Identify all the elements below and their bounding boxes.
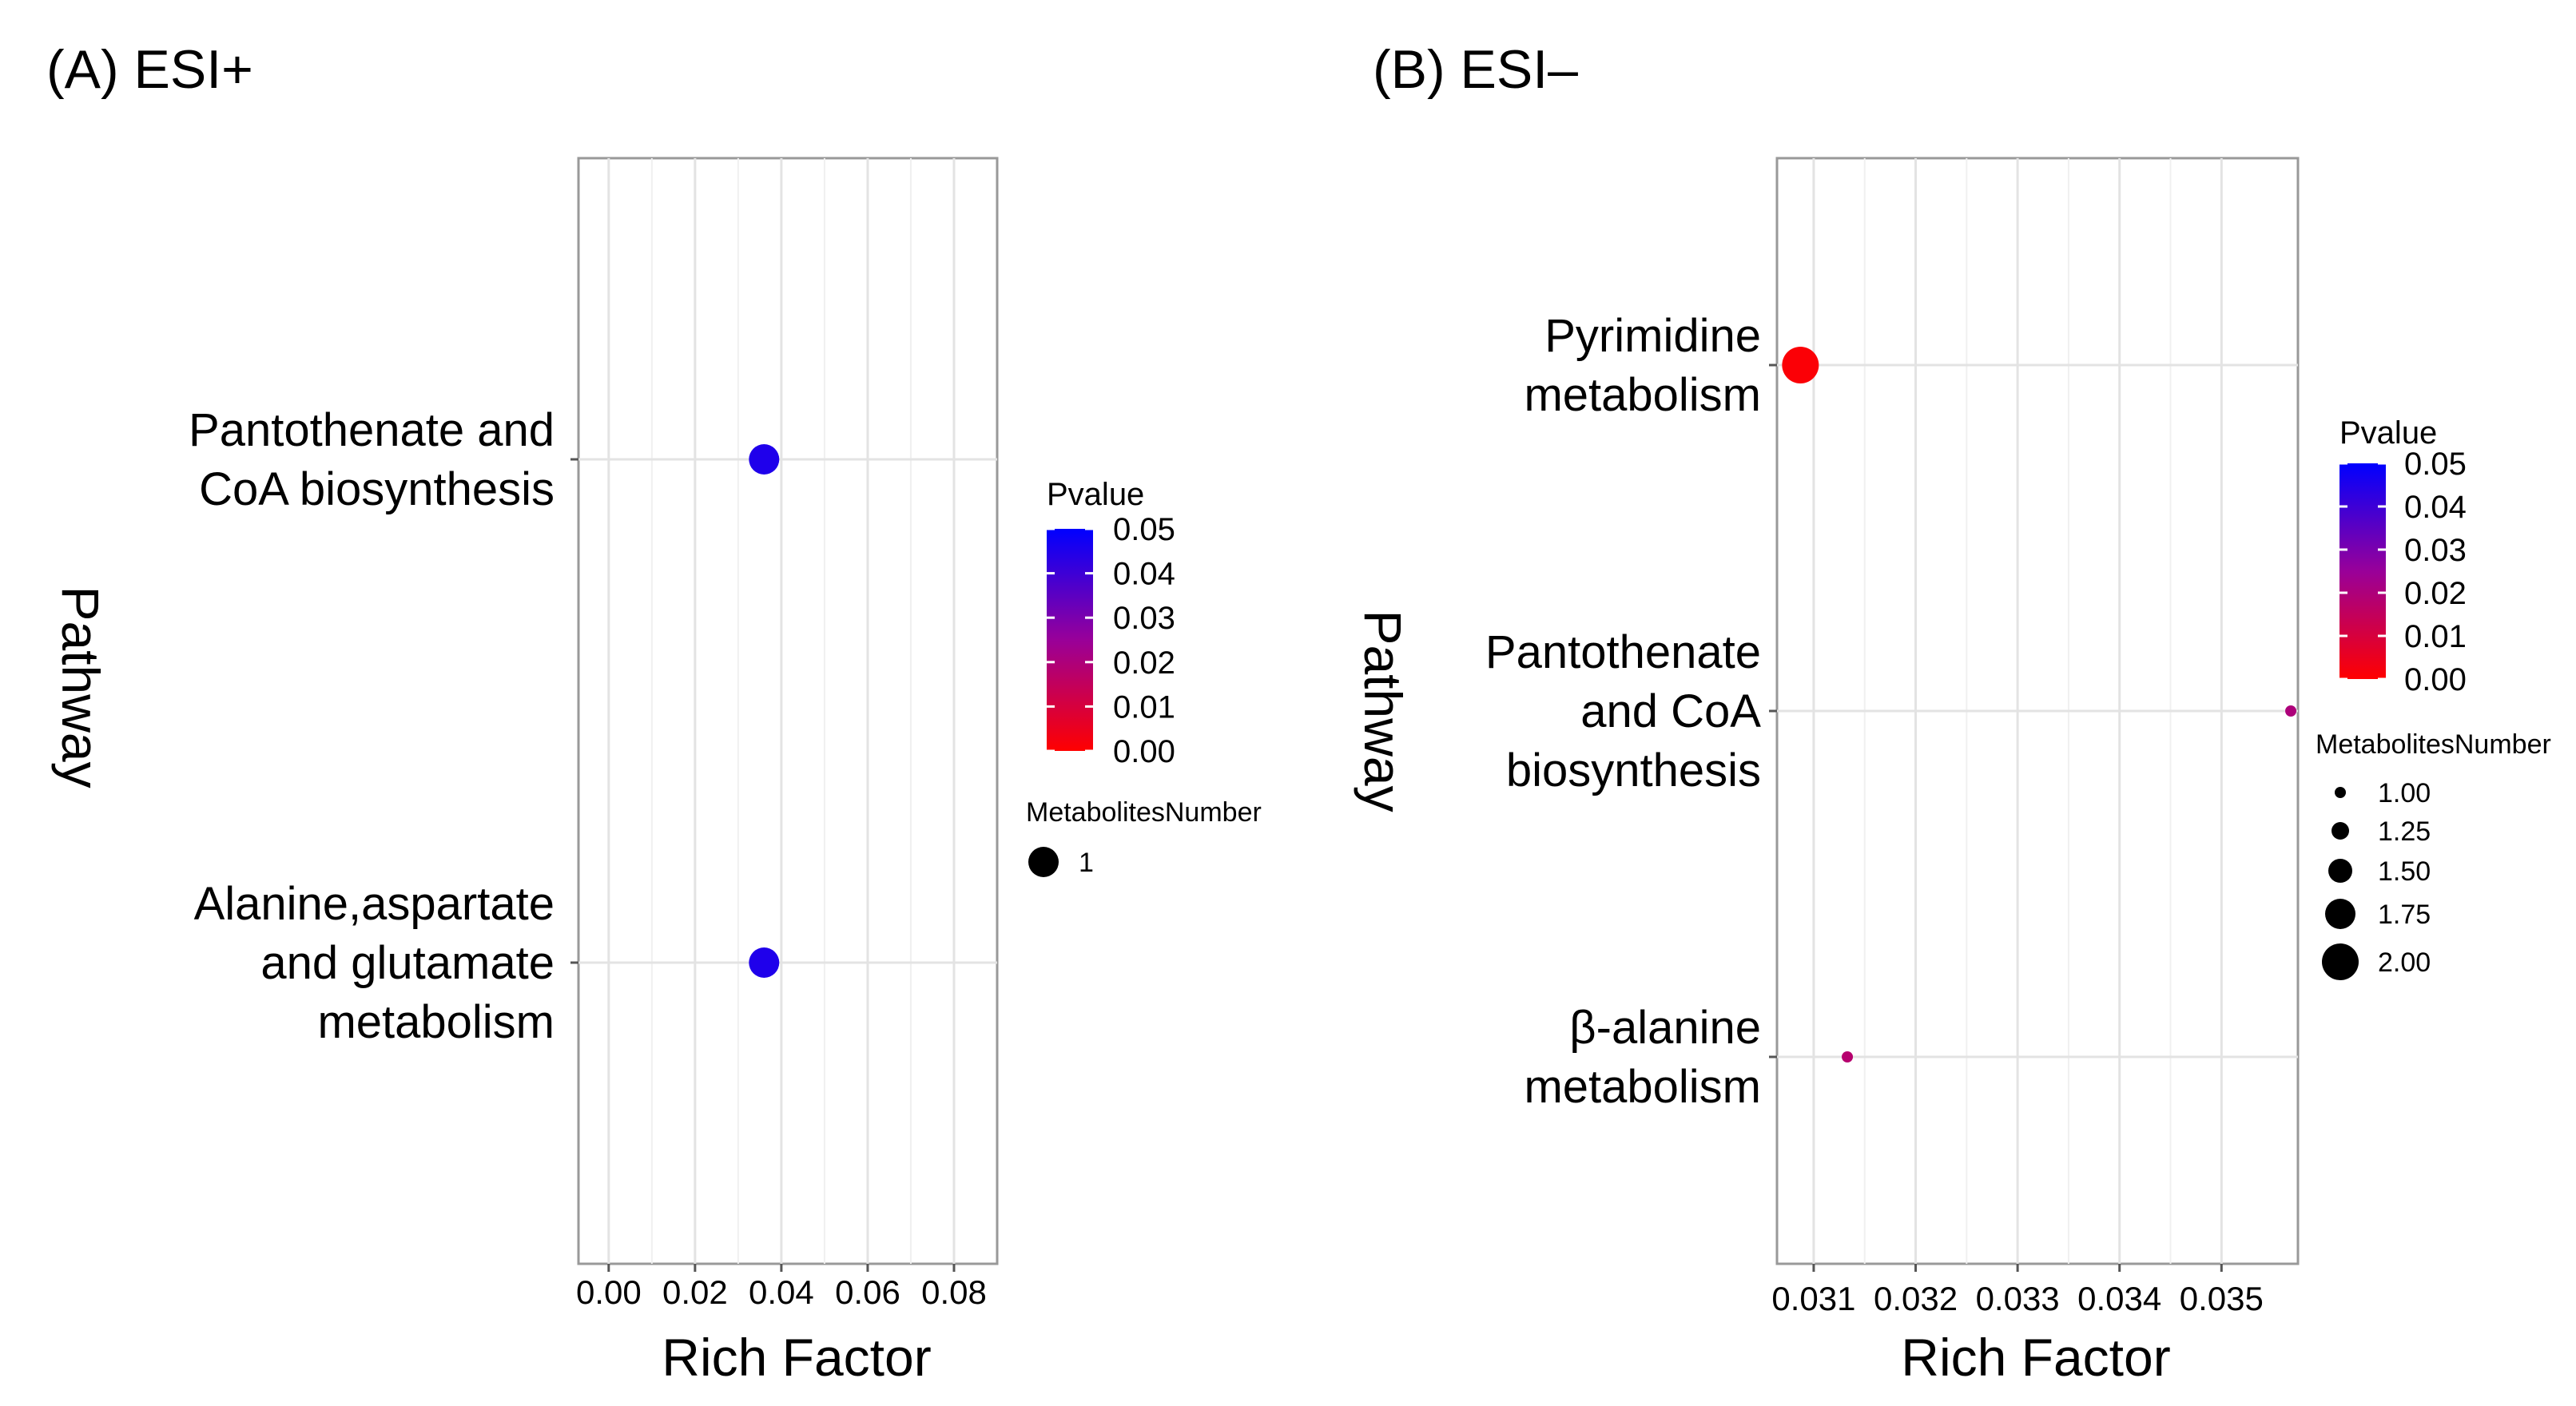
panel-b-pathway-label: metabolism: [1524, 1061, 1761, 1113]
panel-b-size-legend-label: 1.00: [2378, 778, 2431, 808]
panel-a-colorbar-tick-label: 0.01: [1113, 689, 1175, 725]
panel-b-size-legend-label: 1.75: [2378, 900, 2431, 930]
panel-b-size-legend-dot: [2328, 859, 2352, 883]
panel-b-x-tick-label: 0.033: [1976, 1280, 2060, 1317]
panel-b-size-legend-title: MetabolitesNumber: [2316, 729, 2551, 760]
panel-a-x-tick-label: 0.08: [921, 1273, 987, 1311]
panel-b-colorbar-tick-label: 0.02: [2404, 576, 2467, 611]
panel-b-size-legend-dot: [2322, 943, 2359, 980]
panel-b-data-point: [2285, 705, 2297, 717]
panel-a-pathway-label: metabolism: [317, 996, 555, 1048]
panel-a-pathway-label: Alanine,aspartate: [194, 878, 555, 930]
panel-a-data-point: [749, 444, 780, 475]
panel-b-label: (B) ESI–: [1373, 39, 1578, 100]
panel-a-pvalue-colorbar: [1047, 529, 1093, 751]
panel-b-data-point: [1842, 1051, 1854, 1062]
panel-a-pvalue-legend-title: Pvalue: [1047, 477, 1144, 512]
panel-b-size-legend-dot: [2332, 822, 2349, 840]
panel-b-pathway-label: metabolism: [1524, 369, 1761, 421]
panel-a-colorbar-tick-label: 0.03: [1113, 601, 1175, 636]
panel-b-size-legend-dot: [2335, 787, 2346, 798]
panel-b-colorbar-tick-label: 0.05: [2404, 447, 2467, 482]
panel-b-colorbar-tick-label: 0.03: [2404, 533, 2467, 568]
panel-a-y-axis-title: Pathway: [51, 586, 110, 788]
panel-a-colorbar-tick-label: 0.05: [1113, 512, 1175, 547]
panel-a-x-tick-label: 0.04: [749, 1273, 814, 1311]
panel-b-x-tick-label: 0.032: [1874, 1280, 1958, 1317]
panel-a-colorbar-tick-label: 0.04: [1113, 557, 1175, 592]
panel-a-colorbar-tick-label: 0.02: [1113, 645, 1175, 681]
panel-b-pathway-label: biosynthesis: [1506, 745, 1761, 796]
panel-b-x-tick-label: 0.035: [2180, 1280, 2264, 1317]
panel-b-pvalue-legend-title: Pvalue: [2339, 415, 2437, 451]
panel-a-pathway-label: and glutamate: [260, 937, 555, 989]
panel-b-size-legend-label: 1.25: [2378, 816, 2431, 847]
panel-b: (B) ESI– 0.031 0.032 0.033 0.034 0.035 Pyrimi…: [1354, 39, 2551, 1387]
panel-a-data-point: [749, 947, 780, 978]
panel-b-data-point: [1782, 347, 1819, 383]
panel-a: (A) ESI+ 0.00 0.02 0.04 0.06 0.08 Pantothenat…: [46, 39, 1262, 1387]
panel-b-plot: 0.031 0.032 0.033 0.034 0.035 Pyrimidine metab…: [1485, 157, 2300, 1317]
panel-a-colorbar-tick-label: 0.00: [1113, 734, 1175, 769]
panel-b-colorbar-tick-label: 0.01: [2404, 619, 2467, 654]
panel-b-x-tick-label: 0.034: [2077, 1280, 2161, 1317]
panel-b-y-axis-title: Pathway: [1354, 610, 1413, 812]
panel-a-x-axis-title: Rich Factor: [662, 1328, 931, 1387]
panel-b-pathway-label: Pyrimidine: [1544, 310, 1761, 362]
panel-a-x-tick-label: 0.02: [662, 1273, 728, 1311]
panel-b-pvalue-colorbar: [2339, 463, 2386, 679]
panel-a-label: (A) ESI+: [46, 39, 253, 100]
panel-b-size-legend-label: 2.00: [2378, 947, 2431, 978]
panel-a-pathway-label: Pantothenate and: [189, 404, 555, 456]
panel-b-size-legend-dot: [2325, 899, 2355, 929]
panel-b-colorbar-tick-label: 0.04: [2404, 490, 2467, 525]
panel-b-pathway-label: and CoA: [1580, 685, 1761, 737]
panel-a-size-legend-title: MetabolitesNumber: [1026, 797, 1262, 828]
panel-a-plot: 0.00 0.02 0.04 0.06 0.08 Pantothenate and CoA …: [189, 157, 999, 1311]
panel-b-x-axis-title: Rich Factor: [1901, 1328, 2170, 1387]
panel-b-pathway-label: β-alanine: [1569, 1002, 1761, 1054]
panel-b-colorbar-tick-label: 0.00: [2404, 662, 2467, 697]
panel-a-pathway-label: CoA biosynthesis: [199, 463, 555, 515]
panel-b-x-tick-label: 0.031: [1771, 1280, 1855, 1317]
panel-a-plot-border: [577, 157, 999, 1265]
panel-a-x-tick-label: 0.06: [835, 1273, 900, 1311]
panel-a-size-legend-dot: [1028, 847, 1059, 877]
panel-a-x-tick-label: 0.00: [576, 1273, 642, 1311]
panel-b-pathway-label: Pantothenate: [1485, 626, 1761, 678]
panel-b-size-legend-label: 1.50: [2378, 856, 2431, 887]
panel-a-size-legend-label: 1: [1079, 848, 1094, 878]
